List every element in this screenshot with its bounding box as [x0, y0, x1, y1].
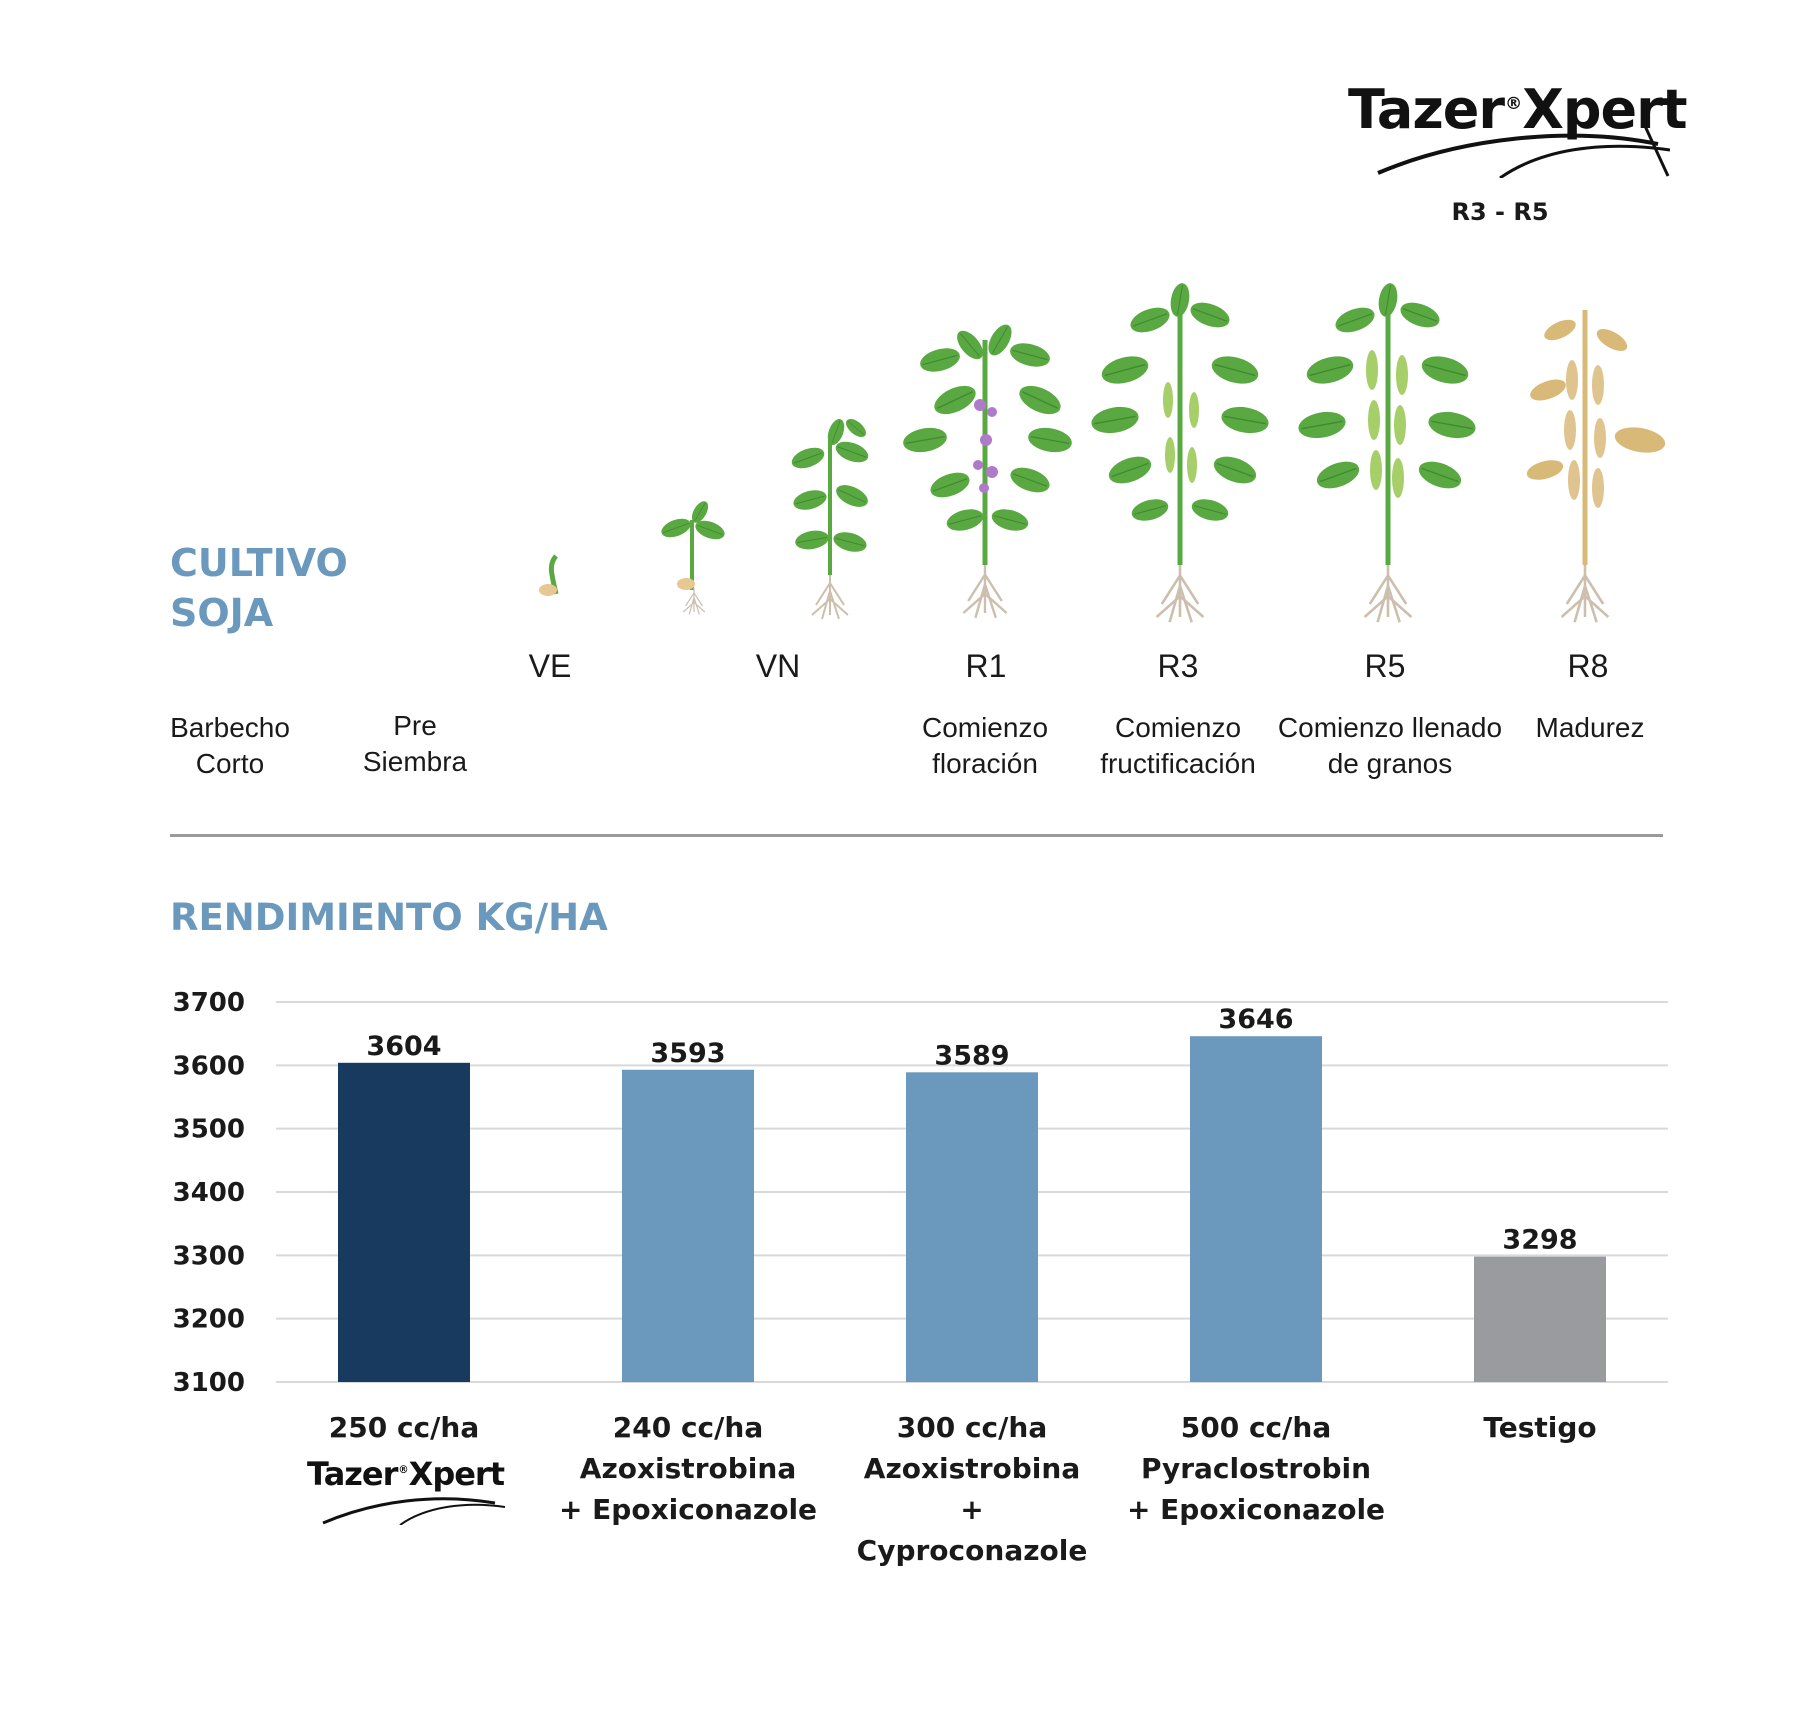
plant-illustrations	[539, 281, 1668, 624]
crop-title-line2: SOJA	[170, 591, 274, 635]
brand-logo-text: Tazer®Xpert	[1348, 78, 1688, 141]
plant-ve-icon	[539, 554, 559, 596]
stage-code-r8: R8	[1567, 648, 1609, 684]
bar	[338, 1062, 470, 1382]
bar	[1474, 1256, 1606, 1382]
category-label-line: 300 cc/ha	[896, 1411, 1048, 1444]
y-tick-label: 3100	[173, 1368, 245, 1398]
stage-desc-barbecho: Barbecho Corto	[170, 712, 290, 779]
plant-r8-icon	[1524, 310, 1668, 624]
stage-code-ve: VE	[528, 648, 572, 684]
chart-title: RENDIMIENTO KG/HA	[170, 896, 608, 939]
stage-code-vn: VN	[755, 648, 801, 684]
y-tick-label: 3300	[173, 1241, 245, 1271]
category-label-line: + Cyproconazole	[856, 1493, 1088, 1567]
stage-code-r5: R5	[1364, 648, 1406, 684]
stage-desc-r8: Madurez	[1535, 712, 1645, 743]
stage-desc-r3: Comienzo fructificación	[1100, 712, 1256, 779]
plant-r1-icon	[900, 320, 1075, 619]
brand-swoosh-icon	[1377, 125, 1670, 178]
y-tick-label: 3400	[173, 1178, 245, 1208]
category-label: 500 cc/ha Pyraclostrobin + Epoxiconazole	[1126, 1407, 1386, 1530]
stage-desc-presiembra: Pre Siembra	[362, 710, 468, 777]
category-logo-text: Tazer®Xpert	[307, 1455, 505, 1493]
stage-desc-r1: Comienzo floración	[921, 712, 1049, 779]
plant-r5-icon	[1295, 281, 1479, 624]
application-window-label: R3 - R5	[1451, 198, 1549, 226]
data-label: 3604	[366, 1031, 441, 1062]
category-logo: Tazer®Xpert	[305, 1455, 505, 1525]
category-logo-swoosh-icon	[322, 1497, 505, 1525]
category-label-line: 250 cc/ha	[328, 1411, 480, 1444]
crop-title: CULTIVO SOJA	[170, 538, 348, 638]
y-tick-label: 3500	[173, 1115, 245, 1145]
bar	[906, 1072, 1038, 1382]
plant-seedling-icon	[658, 498, 728, 616]
section-divider	[170, 834, 1663, 837]
category-label-line: Azoxistrobina	[579, 1452, 797, 1485]
data-label: 3593	[650, 1038, 725, 1069]
data-label: 3298	[1502, 1225, 1577, 1256]
data-label: 3589	[934, 1040, 1009, 1071]
bar	[1190, 1036, 1322, 1382]
category-label: 300 cc/ha Azoxistrobina + Cyproconazole	[842, 1407, 1102, 1571]
category-label-line: Azoxistrobina	[863, 1452, 1081, 1485]
category-label-line: + Epoxiconazole	[1126, 1493, 1386, 1526]
bar	[622, 1069, 754, 1382]
category-label: 240 cc/ha Azoxistrobina + Epoxiconazole	[558, 1407, 818, 1530]
stage-code-r3: R3	[1157, 648, 1199, 684]
category-label: Testigo	[1410, 1407, 1670, 1448]
category-label-line: Pyraclostrobin	[1140, 1452, 1372, 1485]
category-label-line: Testigo	[1483, 1411, 1597, 1444]
stage-code-r1: R1	[965, 648, 1007, 684]
y-tick-label: 3200	[173, 1305, 245, 1335]
data-label: 3646	[1218, 1004, 1293, 1035]
category-label-line: 500 cc/ha	[1180, 1411, 1332, 1444]
stage-desc-r5: Comienzo llenado de granos	[1277, 712, 1503, 779]
y-tick-label: 3600	[173, 1051, 245, 1081]
category-label-line: + Epoxiconazole	[558, 1493, 818, 1526]
brand-logo: Tazer®Xpert	[1340, 78, 1688, 178]
crop-title-line1: CULTIVO	[170, 541, 348, 585]
category-label-line: 240 cc/ha	[612, 1411, 764, 1444]
plant-vn-icon	[788, 415, 872, 620]
plant-r3-icon	[1088, 281, 1272, 624]
y-tick-label: 3700	[173, 988, 245, 1018]
category-label: 250 cc/ha	[274, 1407, 534, 1448]
